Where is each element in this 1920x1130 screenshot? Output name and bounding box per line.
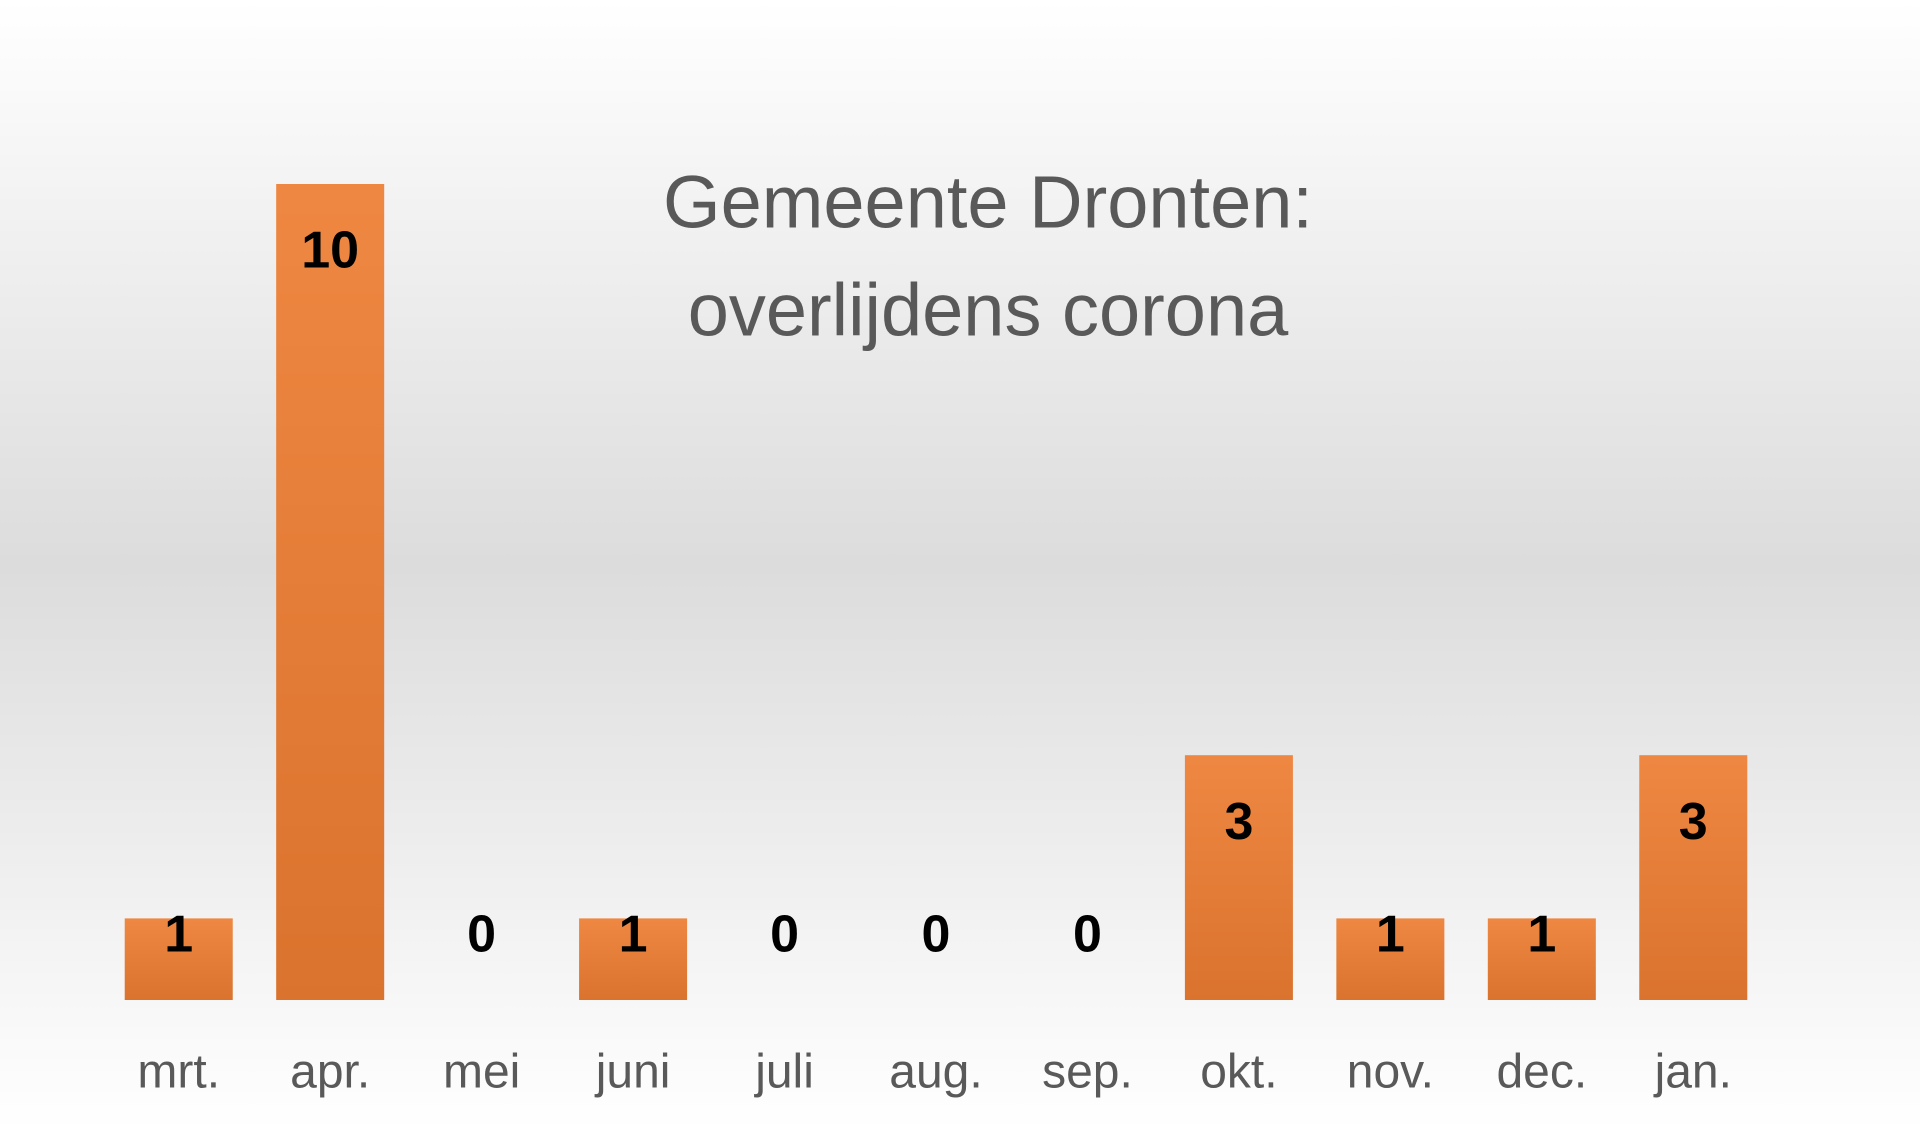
- x-tick-label: sep.: [1042, 1046, 1133, 1099]
- x-tick-label: mrt.: [137, 1046, 220, 1099]
- x-tick-label: apr.: [290, 1046, 370, 1099]
- data-label: 3: [1679, 793, 1708, 851]
- x-tick-label: juni: [594, 1046, 671, 1099]
- data-label: 3: [1224, 793, 1253, 851]
- data-label: 0: [770, 906, 799, 964]
- bar-shade: [1487, 918, 1596, 1000]
- data-label: 1: [164, 906, 193, 964]
- bar-shade: [579, 918, 688, 1000]
- x-tick-label: dec.: [1496, 1046, 1587, 1099]
- data-label: 0: [467, 906, 496, 964]
- bar-shade: [124, 918, 233, 1000]
- chart-title: overlijdens corona: [688, 269, 1289, 352]
- bar-shade: [276, 184, 385, 1000]
- x-tick-label: jan.: [1653, 1046, 1732, 1099]
- chart-title: Gemeente Dronten:: [663, 161, 1313, 244]
- data-label: 1: [1527, 906, 1556, 964]
- bar-shade: [1336, 918, 1445, 1000]
- data-label: 1: [1376, 906, 1405, 964]
- bar-shade: [1184, 755, 1293, 1000]
- x-tick-label: nov.: [1347, 1046, 1434, 1099]
- x-tick-label: mei: [443, 1046, 520, 1099]
- x-tick-label: aug.: [889, 1046, 982, 1099]
- bar-shade: [1639, 755, 1748, 1000]
- data-label: 10: [301, 222, 359, 280]
- x-tick-label: juli: [753, 1046, 814, 1099]
- data-label: 1: [619, 906, 648, 964]
- data-label: 0: [922, 906, 951, 964]
- data-label: 0: [1073, 906, 1102, 964]
- x-tick-label: okt.: [1200, 1046, 1277, 1099]
